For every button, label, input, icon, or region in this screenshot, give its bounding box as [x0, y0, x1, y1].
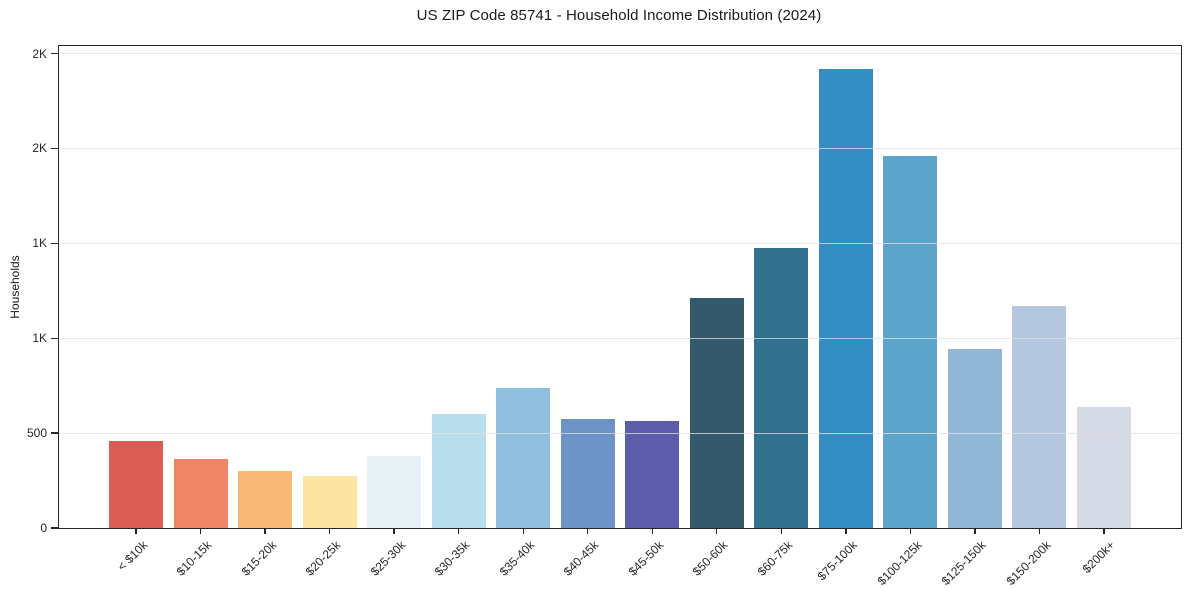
bar-$10-15k [173, 458, 228, 528]
y-tick-label: 500 [26, 426, 47, 441]
bar-$35-40k [496, 387, 551, 528]
bar-$45-50k [625, 420, 680, 528]
y-tick-mark [51, 242, 58, 245]
x-tick-label-$15-20k: $15-20k [238, 538, 279, 579]
bar-$125-150k [947, 348, 1002, 528]
bar-$30-35k [431, 414, 486, 528]
y-tick-label: 1K [32, 331, 47, 346]
x-tick-mark [845, 528, 847, 534]
gridline-500 [59, 432, 1181, 434]
x-tick-label-$50-60k: $50-60k [690, 538, 731, 579]
bar-$15-20k [238, 471, 293, 528]
x-tick-mark [780, 528, 783, 534]
x-tick-mark [328, 528, 331, 534]
x-tick-label-$20-25k: $20-25k [302, 538, 344, 579]
x-tick-mark [1103, 528, 1105, 534]
gridline-2000 [59, 147, 1181, 149]
plot-area: 0 500 1K 1K 2K 2K < $10k $10-15k $15-20k $20-25k $… [27, 45, 1182, 588]
y-axis-label: Households [8, 255, 22, 319]
x-tick-label-$75-100k: $75-100k [814, 538, 860, 584]
x-tick-mark [651, 528, 653, 534]
bar-$40-45k [560, 418, 615, 528]
y-tick-mark [51, 432, 58, 434]
bar-$50-60k [689, 298, 744, 528]
x-tick-label-$200k+: $200k+ [1079, 538, 1118, 576]
x-tick-mark [522, 528, 524, 534]
x-tick-mark [199, 528, 202, 534]
x-tick-label-$125-150k: $125-150k [938, 538, 989, 589]
gridline-1500 [59, 242, 1181, 244]
x-tick-mark [587, 528, 589, 534]
x-tick-label-$100-125k: $100-125k [874, 538, 925, 589]
bar-< $10k [109, 440, 163, 528]
bar-$60-75k [754, 248, 809, 528]
x-tick-label-$25-30k: $25-30k [367, 538, 409, 579]
x-tick-label-$60-75k: $60-75k [754, 538, 796, 579]
bar-$200k+ [1077, 406, 1131, 528]
y-tick-mark [51, 147, 58, 150]
bar-$20-25k [302, 475, 357, 528]
y-tick-label: 2K [32, 46, 47, 61]
gridline-1000 [59, 337, 1181, 339]
x-tick-label-$10-15k: $10-15k [173, 538, 215, 579]
y-tick-mark [51, 52, 58, 55]
x-tick-label-$45-50k: $45-50k [625, 538, 667, 579]
bar-$75-100k [818, 68, 873, 528]
y-tick-mark [51, 527, 58, 529]
x-tick-mark [264, 528, 266, 534]
y-tick-mark [51, 337, 58, 339]
x-tick-label-$30-35k: $30-35k [432, 538, 473, 579]
x-tick-label-$35-40k: $35-40k [496, 538, 538, 579]
bar-$25-30k [367, 455, 422, 528]
x-tick-mark [457, 528, 460, 534]
bar-$100-125k [883, 156, 938, 528]
y-tick-label: 2K [32, 141, 47, 156]
x-tick-label-$150-200k: $150-200k [1003, 538, 1054, 589]
x-tick-mark [716, 528, 718, 534]
x-tick-label-< $10k: < $10k [114, 538, 150, 574]
bar-$150-200k [1012, 305, 1067, 528]
y-tick-label: 0 [40, 521, 47, 535]
x-tick-mark [393, 528, 395, 534]
x-tick-mark [909, 528, 912, 534]
chart-title: US ZIP Code 85741 - Household Income Dis… [416, 7, 822, 24]
x-tick-label-$40-45k: $40-45k [561, 538, 602, 579]
x-tick-mark [135, 528, 137, 534]
y-tick-label: 1K [32, 236, 47, 251]
x-tick-mark [1038, 528, 1041, 534]
gridline-2500 [59, 53, 1181, 55]
x-tick-mark [974, 528, 976, 534]
